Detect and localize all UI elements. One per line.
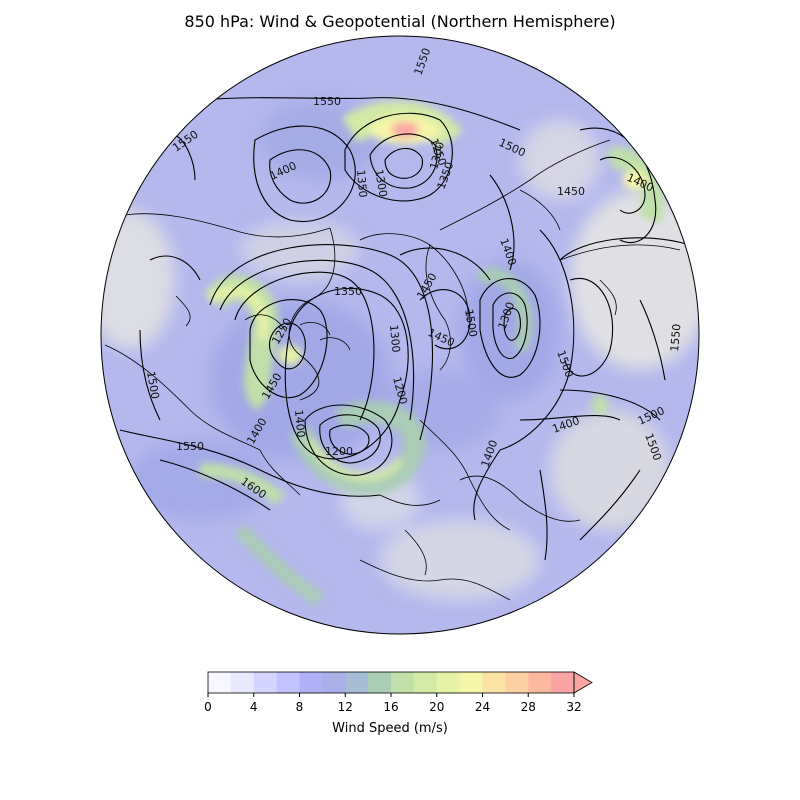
colorbar-ticks: 0 4 8 12 16 20 24 28 32 bbox=[204, 693, 582, 714]
contour-1300-north bbox=[344, 112, 453, 202]
coast-north-america-arctic bbox=[124, 213, 331, 238]
geopotential-contours bbox=[119, 97, 691, 561]
contour-label: 1450 bbox=[557, 185, 585, 198]
contour-label: 1350 bbox=[334, 285, 362, 298]
colorbar-cell bbox=[230, 672, 255, 693]
contour-1550-south bbox=[119, 429, 381, 497]
coast-mediterranean bbox=[359, 559, 511, 601]
colorbar-cell bbox=[345, 672, 369, 693]
contour-label: 1400 bbox=[292, 409, 307, 438]
colorbar-cell bbox=[391, 672, 415, 693]
contour-1500-west bbox=[139, 329, 161, 421]
colorbar-cell bbox=[299, 672, 323, 693]
contour-1500-south bbox=[579, 469, 641, 541]
coast-alaska-canada bbox=[104, 344, 261, 451]
colorbar-tick-label: 0 bbox=[204, 700, 212, 714]
contour-1600 bbox=[159, 459, 271, 511]
colorbar-tick-label: 28 bbox=[521, 700, 536, 714]
colorbar-cell bbox=[459, 672, 483, 693]
colorbar-tick-label: 32 bbox=[566, 700, 581, 714]
contour-label: 1550 bbox=[668, 323, 683, 352]
contour-1550-north bbox=[199, 97, 521, 131]
contour-label: 1200 bbox=[325, 445, 353, 458]
colorbar-tick-label: 12 bbox=[338, 700, 353, 714]
contour-label: 1500 bbox=[144, 370, 162, 400]
colorbar-cells bbox=[208, 672, 575, 693]
colorbar-label: Wind Speed (m/s) bbox=[332, 721, 448, 736]
contour-1400-se bbox=[519, 415, 621, 421]
colorbar-tick-label: 16 bbox=[383, 700, 398, 714]
colorbar-tick-label: 20 bbox=[429, 700, 444, 714]
map-title: 850 hPa: Wind & Geopotential (Northern H… bbox=[184, 12, 616, 31]
colorbar: 0 4 8 12 16 20 24 28 32 Wind Speed (m/s) bbox=[204, 671, 593, 736]
colorbar-cell bbox=[208, 672, 232, 693]
contour-1200 bbox=[304, 404, 393, 476]
map-boundary bbox=[100, 35, 700, 635]
coast-asia bbox=[559, 244, 681, 261]
contour-label: 1300 bbox=[372, 168, 390, 198]
colorbar-tick-label: 8 bbox=[296, 700, 304, 714]
contour-1400-mid bbox=[489, 174, 515, 271]
colorbar-extend-arrow bbox=[573, 671, 593, 694]
colorbar-cell bbox=[322, 672, 346, 693]
coast-europe bbox=[419, 419, 511, 531]
coast-siberia bbox=[439, 139, 611, 231]
colorbar-cell bbox=[551, 672, 575, 693]
colorbar-tick-label: 4 bbox=[250, 700, 258, 714]
colorbar-cell bbox=[528, 672, 552, 693]
colorbar-tick-label: 24 bbox=[475, 700, 490, 714]
coastlines bbox=[104, 139, 681, 601]
colorbar-cell bbox=[368, 672, 392, 693]
colorbar-cell bbox=[436, 672, 461, 693]
contour-1400-ne bbox=[579, 127, 657, 244]
contour-1450 bbox=[399, 247, 491, 281]
contour-1400-west bbox=[253, 125, 356, 223]
colorbar-cell bbox=[253, 672, 278, 693]
moderate-wind-regions bbox=[130, 100, 560, 520]
contour-label: 1500 bbox=[462, 308, 480, 338]
contour-label: 1550 bbox=[313, 95, 341, 108]
contour-label: 1300 bbox=[387, 324, 402, 353]
contour-label: 1350 bbox=[354, 169, 369, 198]
contour-1300-east bbox=[479, 278, 541, 378]
colorbar-cell bbox=[276, 672, 300, 693]
contour-label: 1550 bbox=[176, 440, 204, 453]
colorbar-cell bbox=[505, 672, 529, 693]
colorbar-cell bbox=[482, 672, 506, 693]
colorbar-cell bbox=[413, 672, 438, 693]
contour-1250-main bbox=[284, 287, 409, 460]
